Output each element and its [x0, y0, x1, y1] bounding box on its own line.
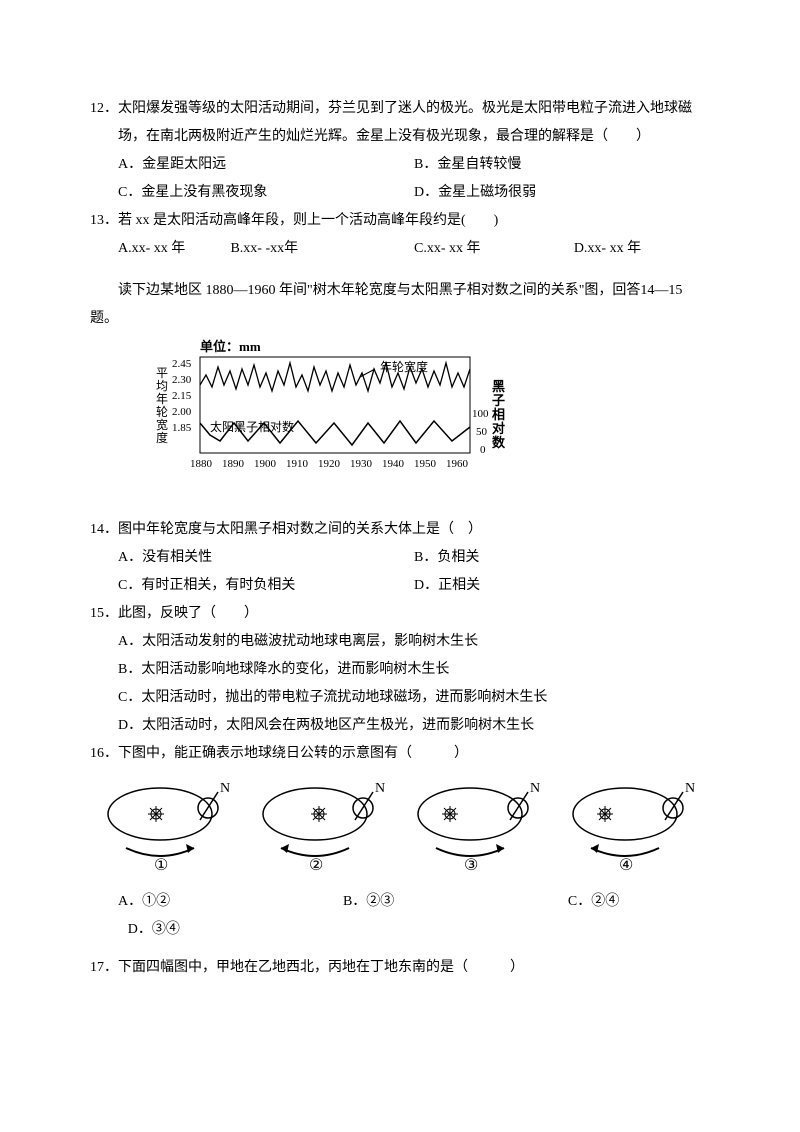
- svg-text:②: ②: [309, 857, 323, 873]
- tree-ring-sunspot-chart: 单位：mm 平均年轮宽度 黑子相对数 2.45 2.30 2.15 2.00 1…: [150, 339, 710, 510]
- q12-options-row2: C．金星上没有黑夜现象 D．金星上磁场很弱: [90, 179, 710, 207]
- q16-options-row: A．①② B．②③ C．②④: [90, 888, 710, 916]
- ring-width-series: [200, 363, 470, 391]
- svg-text:2.45: 2.45: [172, 358, 192, 370]
- q13-optB: B.xx- -xx年: [230, 235, 414, 263]
- q13-optC: C.xx- xx 年: [414, 235, 574, 263]
- svg-text:0: 0: [480, 444, 486, 456]
- q16-optA: A．①②: [118, 888, 343, 916]
- chart-right-ticks: 100 50 0: [472, 408, 489, 456]
- svg-text:③: ③: [464, 857, 478, 873]
- q12-stem: 12．太阳爆发强等级的太阳活动期间，芬兰见到了迷人的极光。极光是太阳带电粒子流进…: [90, 95, 710, 151]
- chart-x-ticks: 1880 1890 1900 1910 1920 1930 1940 1950 …: [190, 458, 469, 470]
- chart-left-ticks: 2.45 2.30 2.15 2.00 1.85: [172, 358, 192, 434]
- q13-optA: A.xx- xx 年: [118, 235, 230, 263]
- passage-14-15: 读下边某地区 1880—1960 年间"树木年轮宽度与太阳黑子相对数之间的关系"…: [90, 277, 710, 333]
- svg-text:④: ④: [619, 857, 633, 873]
- orbit-4: N ④: [563, 778, 703, 884]
- svg-text:1960: 1960: [446, 458, 469, 470]
- series2-label: 太阳黑子相对数: [210, 419, 294, 434]
- svg-text:1890: 1890: [222, 458, 245, 470]
- q12-optA: A．金星距太阳远: [118, 151, 414, 179]
- q15-optB: B．太阳活动影响地球降水的变化，进而影响树木生长: [90, 656, 710, 684]
- svg-text:1.85: 1.85: [172, 422, 192, 434]
- svg-text:1940: 1940: [382, 458, 405, 470]
- q14-optB: B．负相关: [414, 544, 710, 572]
- svg-text:50: 50: [476, 426, 488, 438]
- q16-optC: C．②④: [568, 888, 710, 916]
- svg-text:100: 100: [472, 408, 489, 420]
- q16-stem: 16．下图中，能正确表示地球绕日公转的示意图有（ ）: [90, 740, 710, 768]
- chart-frame: [200, 357, 470, 453]
- q14-row1: A．没有相关性 B．负相关: [90, 544, 710, 572]
- q12-options-row1: A．金星距太阳远 B．金星自转较慢: [90, 151, 710, 179]
- q15-optC: C．太阳活动时，抛出的带电粒子流扰动地球磁场，进而影响树木生长: [90, 684, 710, 712]
- svg-text:N: N: [685, 781, 695, 796]
- svg-text:2.00: 2.00: [172, 406, 192, 418]
- q15-optA: A．太阳活动发射的电磁波扰动地球电离层，影响树木生长: [90, 628, 710, 656]
- q12-optC: C．金星上没有黑夜现象: [118, 179, 414, 207]
- orbit-1: N ①: [98, 778, 238, 884]
- q13-optD: D.xx- xx 年: [574, 235, 710, 263]
- q14-stem: 14．图中年轮宽度与太阳黑子相对数之间的关系大体上是（ ）: [90, 516, 710, 544]
- orbit-diagrams: N ① N ②: [90, 778, 710, 884]
- svg-text:N: N: [220, 781, 230, 796]
- q13-stem: 13．若 xx 是太阳活动高峰年段，则上一个活动高峰年段约是( ): [90, 207, 710, 235]
- orbit-2: N ②: [253, 778, 393, 884]
- svg-text:1900: 1900: [254, 458, 277, 470]
- svg-text:N: N: [375, 781, 385, 796]
- q15-optD: D．太阳活动时，太阳风会在两极地区产生极光，进而影响树木生长: [90, 712, 710, 740]
- q13-options: A.xx- xx 年 B.xx- -xx年 C.xx- xx 年 D.xx- x…: [90, 235, 710, 263]
- q16-optD: D．③④: [90, 916, 710, 944]
- q14-row2: C．有时正相关，有时负相关 D．正相关: [90, 572, 710, 600]
- q12-optD: D．金星上磁场很弱: [414, 179, 710, 207]
- svg-text:1950: 1950: [414, 458, 437, 470]
- q14-optD: D．正相关: [414, 572, 710, 600]
- chart-unit-label: 单位：mm: [200, 339, 261, 354]
- chart-y-left-label: 平均年轮宽度: [156, 366, 168, 445]
- svg-text:1920: 1920: [318, 458, 341, 470]
- svg-text:1880: 1880: [190, 458, 213, 470]
- q14-optA: A．没有相关性: [118, 544, 414, 572]
- svg-text:1910: 1910: [286, 458, 309, 470]
- svg-text:2.30: 2.30: [172, 374, 192, 386]
- q12-optB: B．金星自转较慢: [414, 151, 710, 179]
- q16-optB: B．②③: [343, 888, 568, 916]
- orbit-3: N ③: [408, 778, 548, 884]
- q17-stem: 17．下面四幅图中，甲地在乙地西北，丙地在丁地东南的是（ ）: [90, 954, 710, 982]
- svg-text:①: ①: [154, 857, 168, 873]
- svg-text:2.15: 2.15: [172, 390, 192, 402]
- chart-y-right-label: 黑子相对数: [492, 379, 506, 450]
- svg-text:N: N: [530, 781, 540, 796]
- q14-optC: C．有时正相关，有时负相关: [118, 572, 414, 600]
- q15-stem: 15．此图，反映了（ ）: [90, 600, 710, 628]
- svg-text:1930: 1930: [350, 458, 373, 470]
